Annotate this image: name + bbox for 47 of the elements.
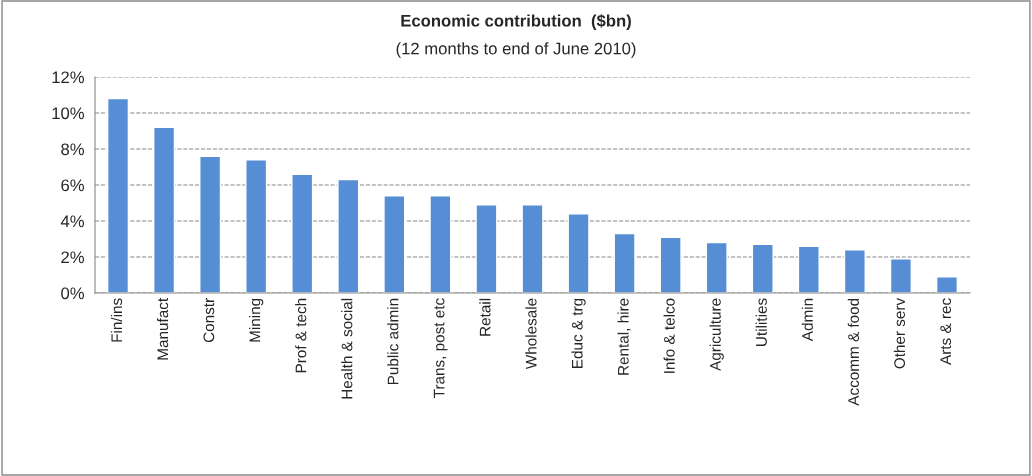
chart-subtitle: (12 months to end of June 2010) <box>396 42 636 58</box>
y-tick-label: 12% <box>52 71 84 84</box>
x-tick-label: Other serv <box>893 297 906 369</box>
chart-title: Economic contribution ($bn) <box>401 14 631 30</box>
bar <box>291 173 314 293</box>
bar <box>475 204 498 293</box>
bar <box>659 236 682 293</box>
bar <box>843 249 866 293</box>
bar <box>245 159 268 293</box>
x-tick-label: Wholesale <box>525 298 537 370</box>
x-tick-label: Mining <box>249 298 264 342</box>
x-tick-label: Admin <box>801 298 813 342</box>
bar <box>751 243 774 293</box>
bar <box>935 276 959 293</box>
bar <box>153 126 176 293</box>
x-tick-label: Arts & rec <box>940 298 952 365</box>
x-tick-label: Trans, post etc <box>433 298 448 398</box>
x-tick-label: Manufact <box>156 297 169 360</box>
x-tick-label: Accomm & food <box>847 298 859 406</box>
bar <box>337 178 360 293</box>
x-tick-label: Utilities <box>755 298 767 346</box>
y-tick-label: 6% <box>61 179 84 192</box>
y-tick-label: 10% <box>52 107 84 120</box>
x-tick-label: Health & social <box>341 298 353 399</box>
x-tick-label: Agriculture <box>709 298 724 371</box>
y-tick-label: 8% <box>61 143 84 156</box>
y-tick-label: 2% <box>61 251 84 264</box>
bar <box>199 155 222 293</box>
x-tick-label: Educ & trg <box>571 298 586 368</box>
bar <box>613 232 636 293</box>
y-tick-label: 0% <box>61 287 84 300</box>
x-tick-label: Info & telco <box>663 298 675 373</box>
x-tick-label: Rental, hire <box>617 298 631 375</box>
bar <box>521 204 544 293</box>
x-tick-label: Fin/ins <box>110 298 123 342</box>
bar <box>429 195 452 293</box>
bar <box>797 245 820 293</box>
bar <box>106 97 130 293</box>
bar <box>889 258 912 293</box>
bar <box>567 213 590 293</box>
bar <box>383 195 406 293</box>
x-tick-label: Public admin <box>387 298 399 385</box>
x-tick-label: Retail <box>479 298 491 336</box>
bar <box>705 241 728 293</box>
y-tick-label: 4% <box>60 215 84 228</box>
x-tick-label: Prof & tech <box>295 298 307 373</box>
x-tick-label: Constr <box>203 298 215 343</box>
